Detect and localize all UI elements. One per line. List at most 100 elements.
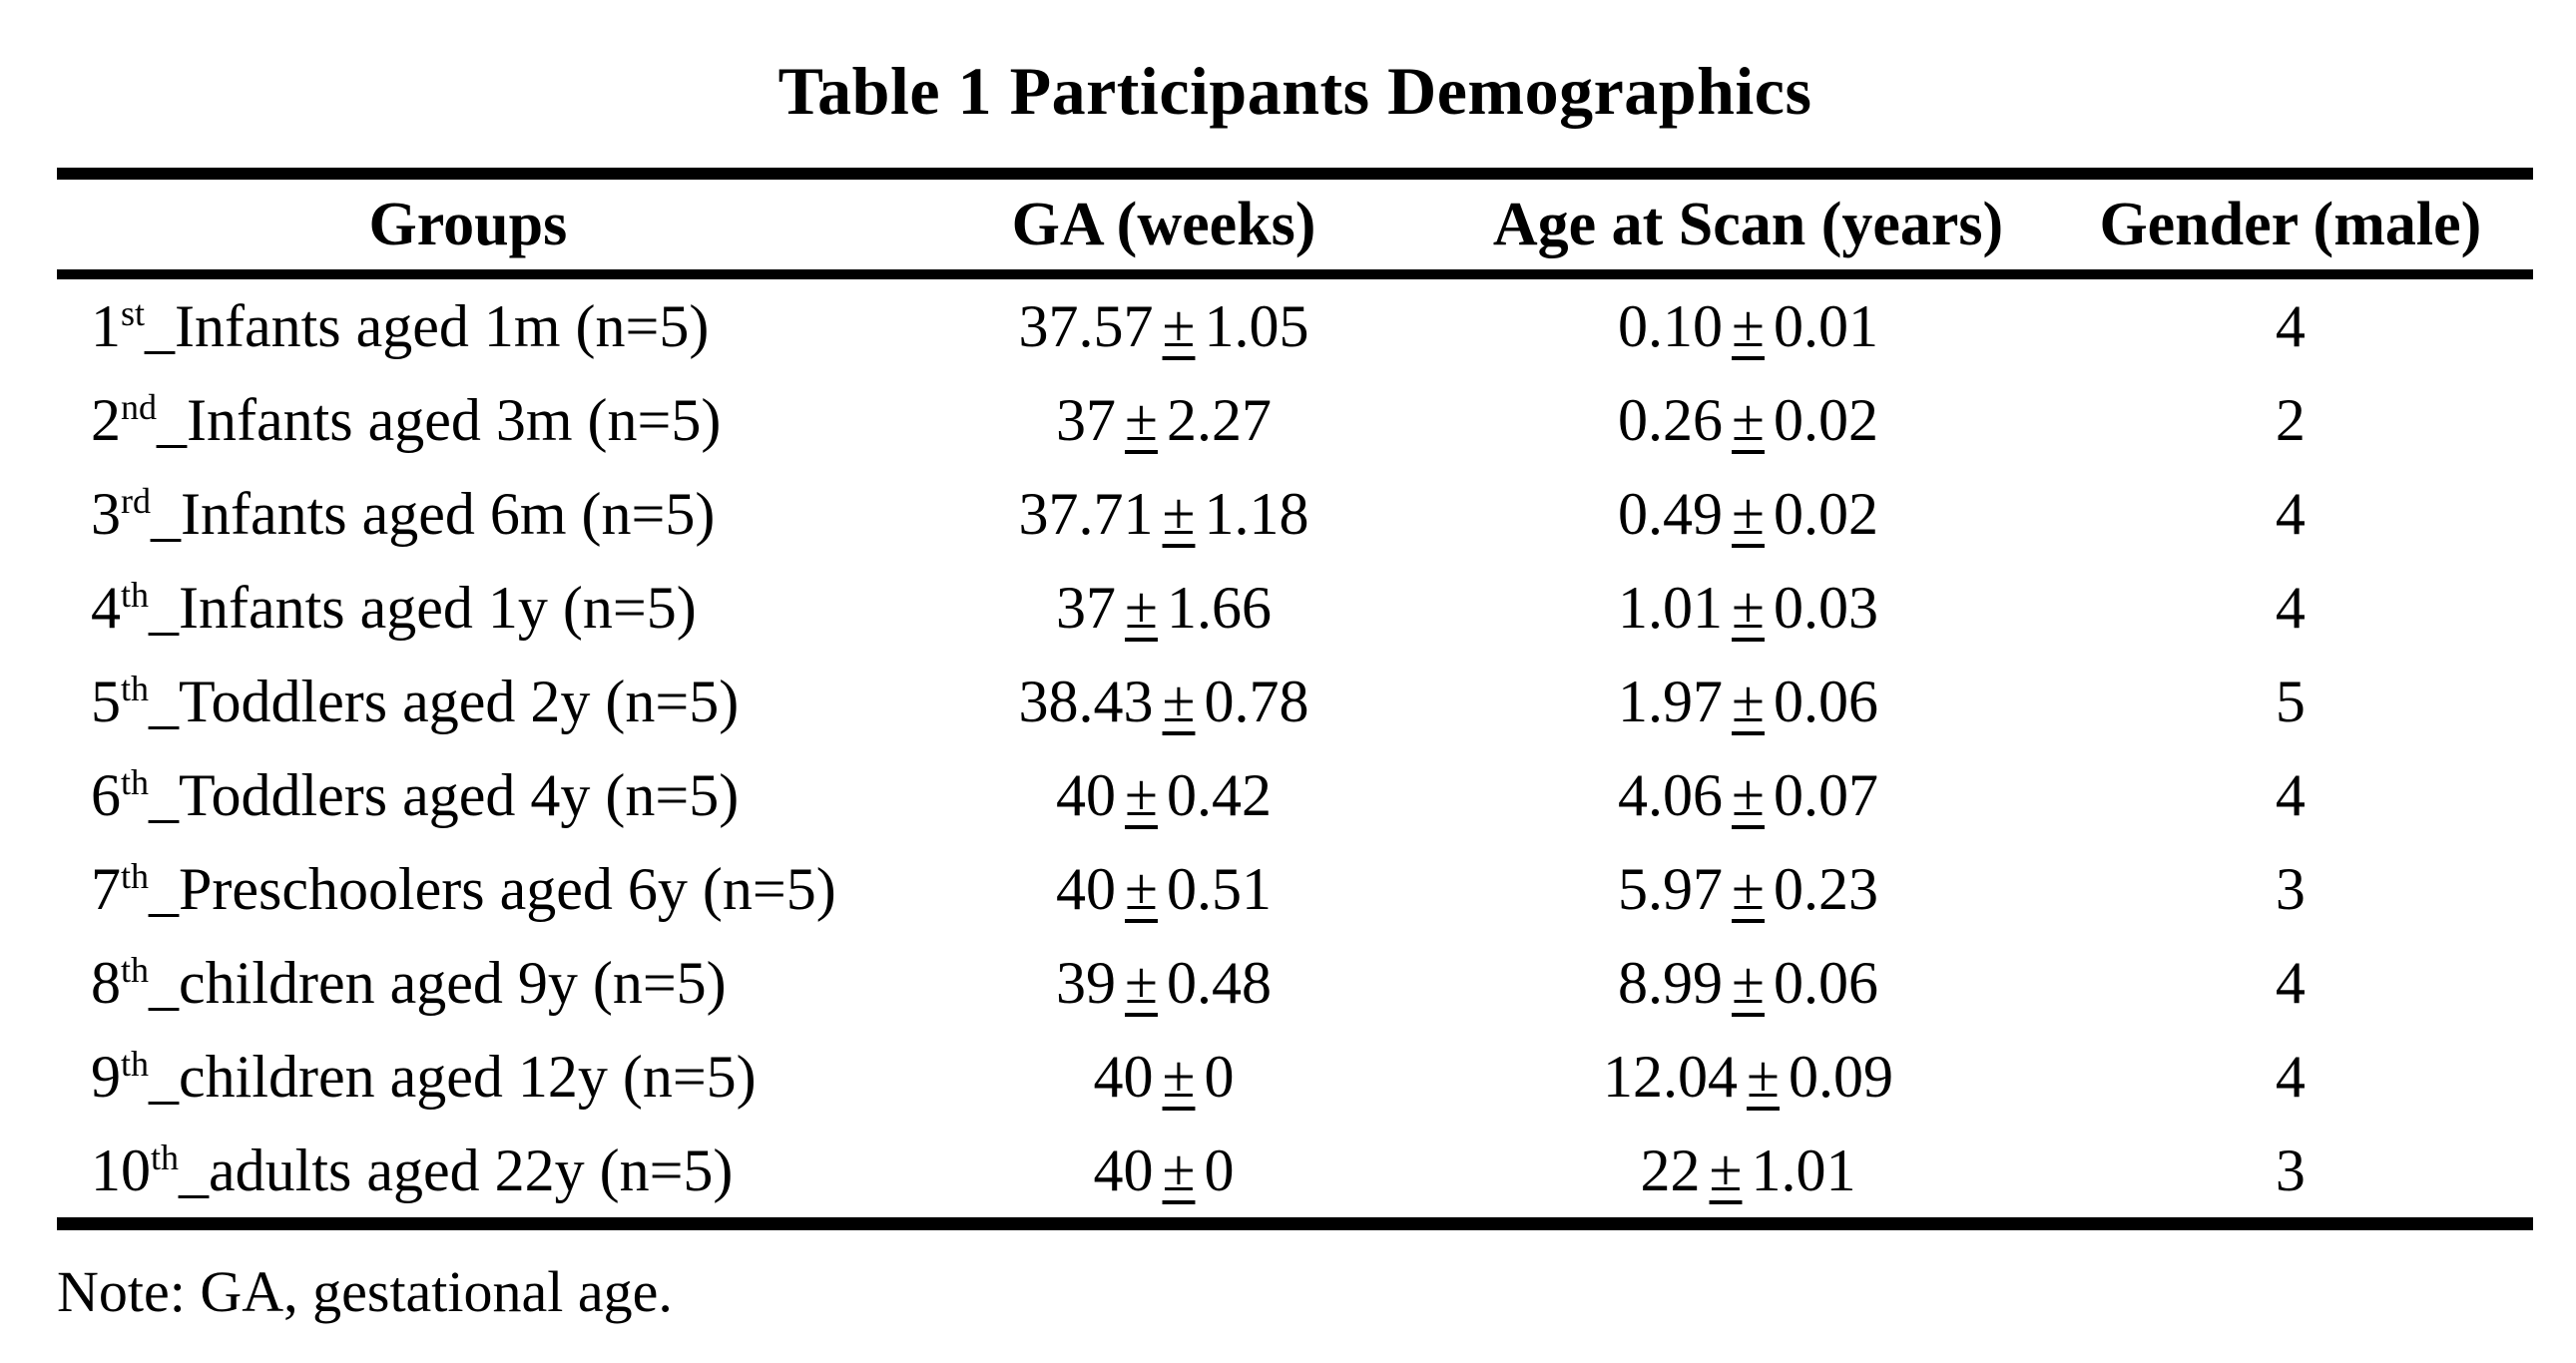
ga-cell: 37 ±1.66 [879,561,1449,655]
group-ordinal-suffix: th [121,762,150,803]
ga-sd: 1.05 [1204,293,1309,360]
plus-minus-symbol: ± [1732,575,1765,642]
plus-minus-symbol: ± [1162,669,1196,735]
plus-minus-symbol: ± [1732,387,1765,454]
ga-cell: 40 ±0.42 [879,748,1449,842]
column-header-groups: Groups [57,174,879,280]
table-header-row: Groups GA (weeks) Age at Scan (years) Ge… [57,174,2533,280]
group-ordinal-suffix: th [121,1044,150,1085]
group-ordinal-suffix: th [151,1137,180,1178]
age-sd: 0.02 [1773,387,1878,454]
gender-cell: 5 [2275,669,2306,735]
plus-minus-symbol: ± [1125,387,1158,454]
ga-mean: 40 [1056,762,1117,829]
age-mean: 4.06 [1618,762,1724,829]
ga-sd: 0 [1204,1044,1235,1111]
group-cell: 10th_adults aged 22y (n=5) [57,1124,879,1224]
age-sd: 0.03 [1773,575,1878,642]
ga-sd: 0.51 [1166,856,1272,923]
group-ordinal: 10 [91,1137,151,1204]
age-cell: 0.26 ±0.02 [1448,373,2047,467]
table-row: 5th_Toddlers aged 2y (n=5) 38.43 ±0.78 1.… [57,655,2533,748]
age-sd: 0.06 [1773,950,1878,1017]
age-cell: 8.99 ±0.06 [1448,936,2047,1030]
age-mean: 5.97 [1618,856,1724,923]
age-cell: 0.10 ±0.01 [1448,274,2047,373]
age-cell: 1.01 ±0.03 [1448,561,2047,655]
group-label: _Preschoolers aged 6y (n=5) [149,856,836,923]
table-row: 3rd_Infants aged 6m (n=5) 37.71 ±1.18 0.4… [57,467,2533,561]
group-cell: 8th_children aged 9y (n=5) [57,936,879,1030]
group-cell: 3rd_Infants aged 6m (n=5) [57,467,879,561]
group-cell: 1st_Infants aged 1m (n=5) [57,274,879,373]
ga-cell: 37.71 ±1.18 [879,467,1449,561]
column-header-gender: Gender (male) [2047,174,2533,280]
age-mean: 1.97 [1618,669,1724,735]
ga-mean: 39 [1056,950,1117,1017]
gender-cell: 4 [2275,293,2306,360]
group-ordinal-suffix: rd [121,481,151,522]
ga-sd: 0.78 [1204,669,1309,735]
ga-cell: 37.57 ±1.05 [879,274,1449,373]
table-row: 9th_children aged 12y (n=5) 40 ±0 12.04 ±0… [57,1030,2533,1124]
age-sd: 0.09 [1788,1044,1893,1111]
group-label: _children aged 9y (n=5) [149,950,727,1017]
ga-mean: 40 [1093,1044,1154,1111]
group-ordinal-suffix: th [121,856,150,897]
age-mean: 8.99 [1618,950,1724,1017]
age-sd: 0.01 [1773,293,1878,360]
plus-minus-symbol: ± [1732,950,1765,1017]
gender-cell: 3 [2275,1137,2306,1204]
group-label: _adults aged 22y (n=5) [179,1137,734,1204]
ga-sd: 1.66 [1166,575,1272,642]
ga-cell: 39 ±0.48 [879,936,1449,1030]
ga-mean: 38.43 [1018,669,1154,735]
table-row: 1st_Infants aged 1m (n=5) 37.57 ±1.05 0.1… [57,274,2533,373]
ga-sd: 1.18 [1204,481,1309,548]
plus-minus-symbol: ± [1732,669,1765,735]
group-ordinal: 2 [91,387,121,454]
table-note: Note: GA, gestational age. [57,1259,673,1325]
group-ordinal: 6 [91,762,121,829]
group-ordinal: 7 [91,856,121,923]
age-sd: 1.01 [1751,1137,1856,1204]
table-row: 6th_Toddlers aged 4y (n=5) 40 ±0.42 4.06 ±… [57,748,2533,842]
group-ordinal-suffix: th [121,575,150,616]
plus-minus-symbol: ± [1732,481,1765,548]
group-label: _Infants aged 3m (n=5) [157,387,722,454]
plus-minus-symbol: ± [1125,856,1158,923]
age-mean: 12.04 [1603,1044,1739,1111]
group-cell: 5th_Toddlers aged 2y (n=5) [57,655,879,748]
plus-minus-symbol: ± [1732,762,1765,829]
age-sd: 0.06 [1773,669,1878,735]
gender-cell: 4 [2275,481,2306,548]
group-ordinal: 5 [91,669,121,735]
gender-cell: 4 [2275,762,2306,829]
plus-minus-symbol: ± [1162,1137,1196,1204]
age-cell: 5.97 ±0.23 [1448,842,2047,936]
age-cell: 0.49 ±0.02 [1448,467,2047,561]
age-cell: 4.06 ±0.07 [1448,748,2047,842]
age-cell: 12.04 ±0.09 [1448,1030,2047,1124]
group-label: _Infants aged 1m (n=5) [145,293,710,360]
gender-cell: 4 [2275,575,2306,642]
table-row: 4th_Infants aged 1y (n=5) 37 ±1.66 1.01 ±0… [57,561,2533,655]
group-ordinal: 1 [91,293,121,360]
age-sd: 0.07 [1773,762,1878,829]
table-row: 7th_Preschoolers aged 6y (n=5) 40 ±0.51 5… [57,842,2533,936]
group-ordinal-suffix: nd [121,387,157,428]
group-ordinal: 9 [91,1044,121,1111]
age-mean: 22 [1640,1137,1701,1204]
group-cell: 9th_children aged 12y (n=5) [57,1030,879,1124]
gender-cell: 4 [2275,1044,2306,1111]
age-mean: 0.49 [1618,481,1724,548]
plus-minus-symbol: ± [1162,481,1196,548]
group-label: _children aged 12y (n=5) [149,1044,757,1111]
gender-cell: 3 [2275,856,2306,923]
group-label: _Toddlers aged 2y (n=5) [149,669,740,735]
group-cell: 4th_Infants aged 1y (n=5) [57,561,879,655]
age-cell: 22 ±1.01 [1448,1124,2047,1224]
ga-mean: 40 [1093,1137,1154,1204]
gender-cell: 4 [2275,950,2306,1017]
ga-cell: 38.43 ±0.78 [879,655,1449,748]
